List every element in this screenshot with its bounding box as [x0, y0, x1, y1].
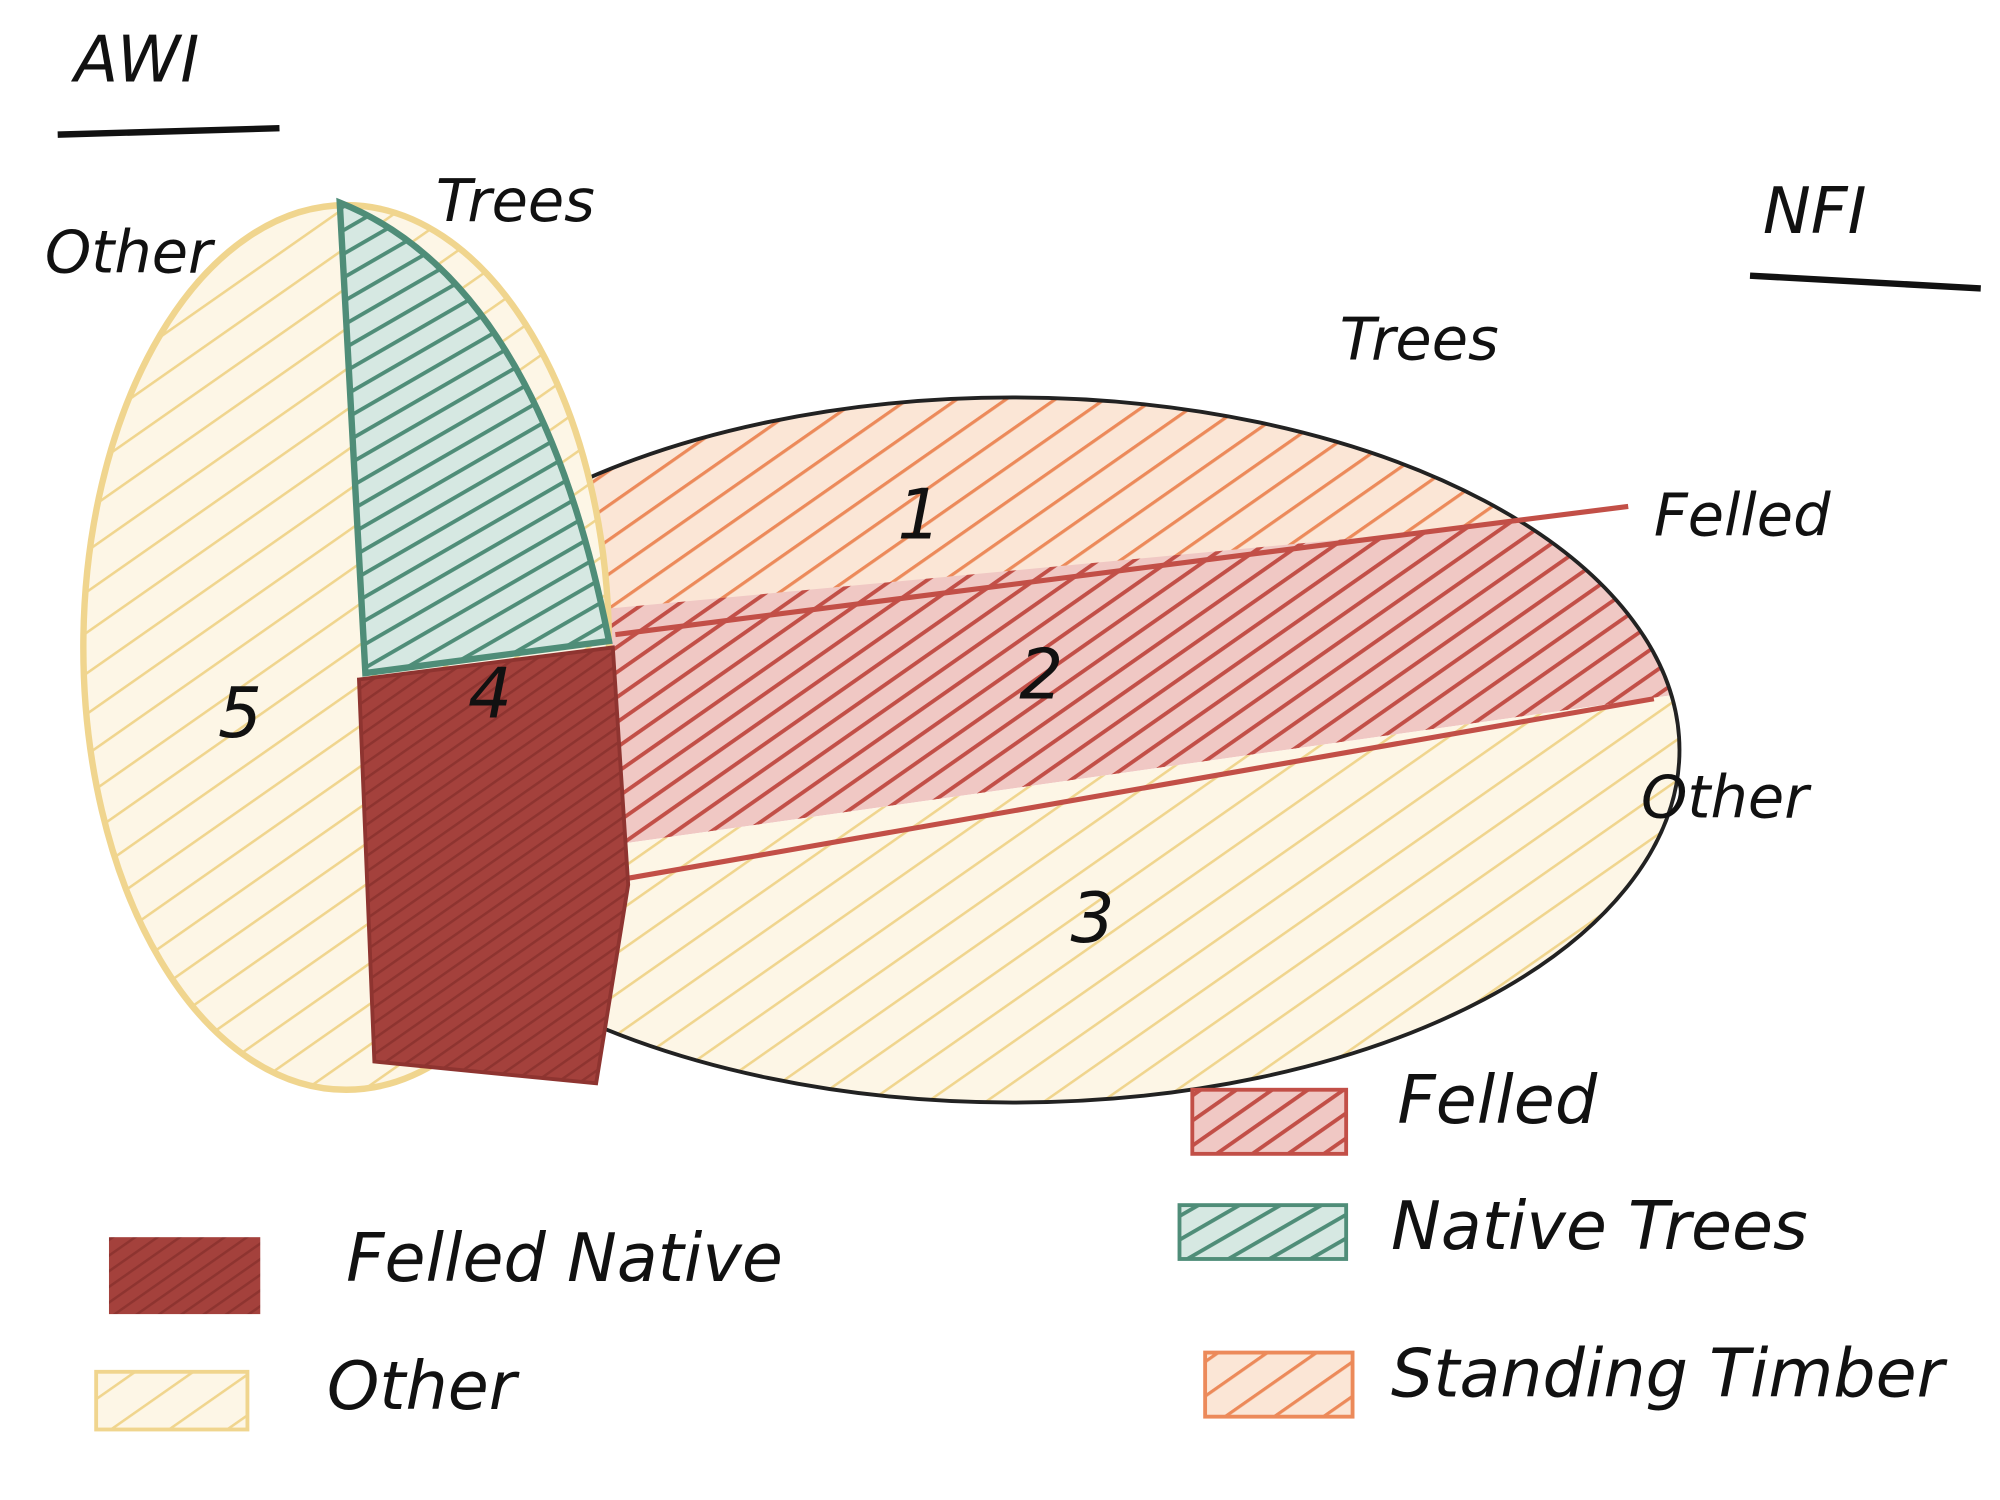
band-felled — [346, 506, 1680, 885]
legend-swatch — [1203, 1350, 1355, 1419]
legend-swatch — [1177, 1203, 1349, 1261]
region-number: 3 — [1071, 879, 1115, 959]
label-nfi-other: Other — [1641, 762, 1812, 831]
underline — [1749, 272, 1981, 292]
slice-felled-native — [356, 645, 631, 1086]
region-number: 4 — [468, 655, 512, 735]
band-line — [627, 696, 1655, 881]
label-awi-trees: Trees — [436, 166, 595, 235]
region-number: 5 — [218, 674, 262, 754]
header-nfi: NFI — [1763, 175, 1867, 249]
underline — [57, 125, 280, 138]
label-nfi-trees: Trees — [1340, 305, 1499, 374]
label-awi-other: Other — [45, 218, 216, 287]
legend-label: Other — [327, 1347, 520, 1425]
label-nfi-felled: Felled — [1654, 480, 1831, 549]
legend-label: Standing Timber — [1391, 1334, 1948, 1412]
region-number: 1 — [897, 475, 941, 555]
band-other — [346, 692, 1680, 1103]
legend-label: Native Trees — [1391, 1187, 1808, 1265]
region-number: 2 — [1019, 636, 1063, 716]
legend-label: Felled Native — [346, 1219, 783, 1297]
legend-swatch — [108, 1237, 261, 1315]
legend-swatch — [1190, 1087, 1349, 1156]
band-line — [615, 503, 1629, 638]
header-awi: AWI — [70, 24, 199, 98]
slice-trees — [336, 197, 613, 677]
legend-swatch — [94, 1369, 250, 1432]
legend-label: Felled — [1397, 1061, 1597, 1139]
